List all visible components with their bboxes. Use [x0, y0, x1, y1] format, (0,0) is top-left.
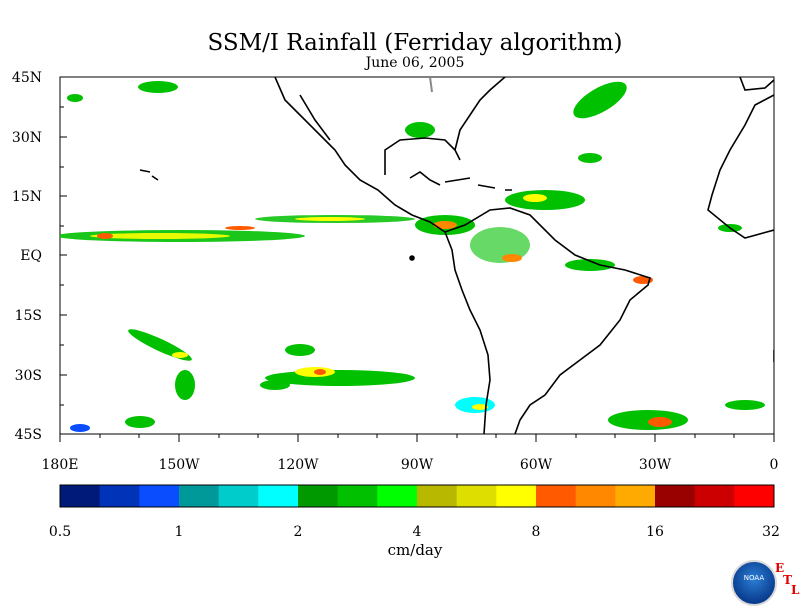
- rain-north-pacific: [138, 81, 178, 93]
- colorbar-tick-0.5: 0.5: [49, 524, 71, 540]
- rain-south-pacific-3: [260, 380, 290, 390]
- rain-south-pacific-4: [125, 416, 155, 428]
- lat-label-45n: 45N: [12, 70, 42, 86]
- lat-label-30n: 30N: [12, 130, 42, 146]
- colorbar-swatch: [456, 485, 497, 507]
- colorbar-frame: [59, 484, 775, 508]
- colorbar-swatch: [337, 485, 378, 507]
- lon-label-0: 0: [770, 457, 779, 473]
- rain-caribbean-core: [523, 194, 547, 202]
- itcz-peak: [97, 233, 113, 239]
- rain-north-atlantic: [573, 81, 627, 119]
- rain-south-atlantic-core: [648, 417, 672, 427]
- lon-label-150w: 150W: [158, 457, 200, 473]
- colorbar: [60, 485, 775, 507]
- rain-south-pacific-2: [285, 344, 315, 356]
- lat-label-15n: 15N: [12, 189, 42, 205]
- coast-africa: [707, 94, 774, 239]
- rain-amazon-core: [502, 254, 522, 262]
- coast-galapagos: [409, 255, 415, 261]
- lon-label-120w: 120W: [277, 457, 319, 473]
- colorbar-tick-1: 1: [175, 524, 184, 540]
- lon-label-180e: 180E: [42, 457, 79, 473]
- etl-letter-l: L: [791, 583, 800, 597]
- colorbar-swatch: [377, 485, 418, 507]
- colorbar-swatch: [258, 485, 299, 507]
- colorbar-swatch: [615, 485, 656, 507]
- coast-south-america-east: [444, 207, 651, 434]
- etl-letter-e: E: [775, 561, 785, 575]
- coast-hawaii: [139, 169, 159, 181]
- colorbar-swatch: [139, 485, 180, 507]
- lat-label-15s: 15S: [15, 308, 42, 324]
- noaa-logo: NOAA: [731, 560, 777, 606]
- colorbar-swatch: [417, 485, 458, 507]
- rain-north-pacific-2: [67, 94, 83, 102]
- noaa-logo-text: NOAA: [743, 574, 765, 582]
- rain-south-pacific-peak: [314, 369, 326, 375]
- rain-gulf: [405, 122, 435, 138]
- colorbar-unit-label: cm/day: [387, 541, 443, 559]
- lon-label-30w: 30W: [639, 457, 672, 473]
- colorbar-tick-8: 8: [532, 524, 541, 540]
- lon-label-60w: 60W: [520, 457, 553, 473]
- colorbar-swatch: [536, 485, 577, 507]
- lat-label-30s: 30S: [15, 368, 42, 384]
- colorbar-swatch: [179, 485, 220, 507]
- lat-label-45s: 45S: [15, 427, 42, 443]
- colorbar-swatch: [60, 485, 101, 507]
- etl-letter-t: T: [783, 573, 792, 587]
- chart-title: SSM/I Rainfall (Ferriday algorithm): [207, 30, 623, 56]
- colorbar-swatch: [298, 485, 339, 507]
- rain-atlantic-2: [578, 153, 602, 163]
- colorbar-swatch: [734, 485, 775, 507]
- rain-spcz-south: [175, 370, 195, 400]
- coast-north-america-west: [274, 77, 446, 233]
- colorbar-swatch: [99, 485, 140, 507]
- rain-spcz-core: [172, 352, 188, 358]
- lon-ticks: [59, 434, 775, 442]
- colorbar-swatch: [496, 485, 537, 507]
- colorbar-swatch: [575, 485, 616, 507]
- itcz-core-west: [90, 233, 230, 239]
- itcz-core-east: [295, 217, 365, 221]
- lat-label-eq: EQ: [20, 248, 42, 264]
- colorbar-swatch: [694, 485, 735, 507]
- rain-south-pacific-5: [70, 424, 90, 432]
- rain-south-atlantic: [608, 410, 688, 430]
- colorbar-tick-32: 32: [762, 524, 780, 540]
- coast-baja: [299, 94, 331, 141]
- lat-ticks: [60, 76, 67, 435]
- colorbar-swatch: [655, 485, 696, 507]
- coast-north-america-east: [454, 77, 506, 151]
- great-lakes: [429, 77, 433, 93]
- colorbar-swatch: [218, 485, 259, 507]
- coast-iberia: [739, 77, 774, 91]
- lon-label-90w: 90W: [401, 457, 434, 473]
- colorbar-tick-16: 16: [646, 524, 664, 540]
- rain-south-atlantic-2: [725, 400, 765, 410]
- rainfall-layer: [60, 81, 765, 432]
- colorbar-tick-2: 2: [294, 524, 303, 540]
- coast-yucatan: [409, 171, 441, 186]
- itcz-peak-2: [225, 226, 255, 230]
- rain-amazon: [470, 227, 530, 263]
- chart-subtitle: June 06, 2005: [365, 55, 465, 71]
- coast-caribbean-islands: [444, 177, 512, 191]
- colorbar-tick-4: 4: [413, 524, 422, 540]
- rain-north-brazil: [565, 259, 615, 271]
- rain-central-america-core: [433, 221, 457, 229]
- coast-south-america-west: [444, 231, 491, 434]
- coastlines: [139, 77, 774, 434]
- rain-chile-core: [472, 404, 488, 410]
